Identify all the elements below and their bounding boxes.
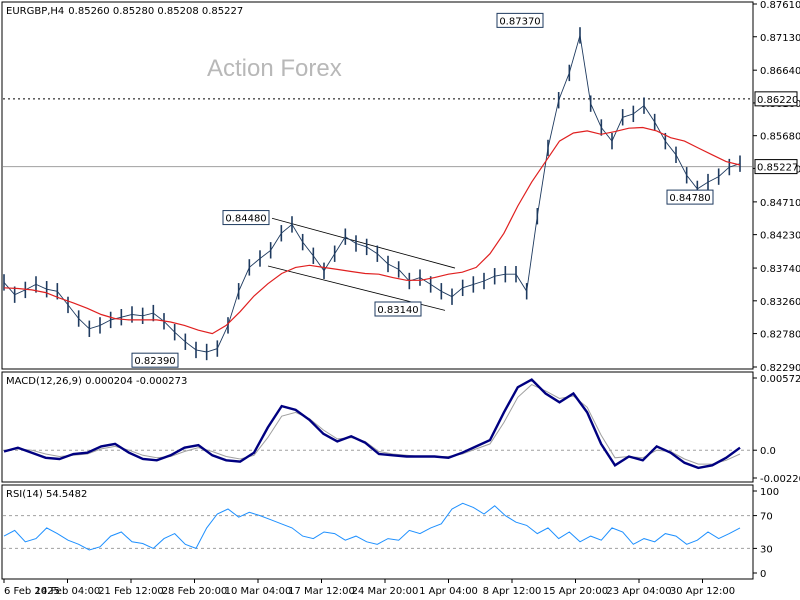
rsi-header: RSI(14) 54.5482 (6, 489, 87, 500)
macd-line (3, 378, 741, 470)
macd-signal-line (3, 384, 741, 465)
symbol-label: EURGBP,H4 (6, 6, 64, 17)
channel-upper-line (271, 217, 456, 269)
price-tick-label: 0.83260 (760, 297, 800, 308)
price-axis: 0.876100.871300.866400.861600.856800.852… (753, 0, 800, 374)
descending-channel (267, 217, 456, 311)
current-price-box (754, 159, 798, 175)
time-tick-label: 15 Apr 20:00 (543, 586, 608, 597)
price-reference-lines: 0.86220 0.85227 (3, 91, 798, 175)
time-tick-label: 17 Mar 12:00 (288, 586, 355, 597)
price-annotation-label: 0.87370 (499, 16, 540, 27)
time-tick-label: 21 Feb 12:00 (98, 586, 164, 597)
resistance-price-label: 0.86220 (757, 95, 798, 106)
price-annotation-box (666, 189, 714, 205)
resistance-price-box (754, 91, 798, 107)
rsi-line (3, 502, 741, 551)
time-tick-label: 23 Apr 04:00 (606, 586, 671, 597)
price-annotation-label: 0.82390 (134, 356, 175, 367)
rsi-tick-label: 100 (760, 487, 779, 498)
moving-average-line (3, 126, 741, 335)
time-tick-label: 8 Apr 12:00 (483, 586, 542, 597)
macd-tick-label: 0.0 (760, 446, 776, 457)
price-tick-label: 0.87610 (760, 0, 800, 11)
price-tick-label: 0.82290 (760, 363, 800, 374)
price-annotation-label: 0.84480 (225, 214, 266, 225)
price-annotation-label: 0.84780 (669, 193, 710, 204)
price-panel (1, 1, 754, 370)
macd-tick-label: -0.002204 (760, 474, 800, 485)
price-line (3, 35, 741, 353)
time-tick-label: 1 Apr 04:00 (419, 586, 478, 597)
time-tick-label: 6 Feb 2025 (4, 586, 60, 597)
time-tick-label: 10 Mar 04:00 (225, 586, 292, 597)
rsi-panel (1, 484, 754, 580)
price-tick-label: 0.86640 (760, 66, 800, 77)
time-tick-label: 24 Mar 20:00 (352, 586, 419, 597)
rsi-tick-label: 0 (760, 569, 766, 580)
macd-panel (1, 371, 754, 483)
time-tick-label: 14 Feb 04:00 (35, 586, 101, 597)
time-tick-label: 30 Apr 12:00 (670, 586, 735, 597)
macd-tick-label: 0.005727 (760, 374, 800, 385)
price-tick-label: 0.85680 (760, 132, 800, 143)
price-tick-label: 0.83740 (760, 264, 800, 275)
price-annotation-box (222, 210, 270, 226)
rsi-tick-label: 70 (760, 512, 773, 523)
ohlc-values: 0.85260 0.85280 0.85208 0.85227 (68, 6, 243, 17)
rsi-tick-label: 30 (760, 544, 773, 555)
price-annotation-box (374, 301, 422, 317)
time-tick-label: 28 Feb 20:00 (162, 586, 228, 597)
price-plot (3, 27, 741, 361)
price-tick-label: 0.87130 (760, 33, 800, 44)
price-tick-label: 0.84710 (760, 198, 800, 209)
rsi-plot: 100 70 30 0 (3, 487, 779, 580)
macd-plot: 0.005727 0.0 -0.002204 (3, 374, 800, 485)
price-annotation-label: 0.83140 (377, 305, 418, 316)
macd-header: MACD(12,26,9) 0.000204 -0.000273 (6, 376, 187, 387)
price-tick-label: 0.84230 (760, 231, 800, 242)
price-annotation-box (131, 352, 179, 368)
price-header: EURGBP,H4 0.85260 0.85280 0.85208 0.85227 (6, 6, 243, 17)
price-annotations: 0.87370 0.84480 0.83140 0.82390 0.84780 (131, 12, 714, 368)
price-annotation-box (496, 12, 544, 28)
current-price-label: 0.85227 (757, 163, 798, 174)
watermark: Action Forex (207, 55, 342, 82)
price-tick-label: 0.82780 (760, 330, 800, 341)
